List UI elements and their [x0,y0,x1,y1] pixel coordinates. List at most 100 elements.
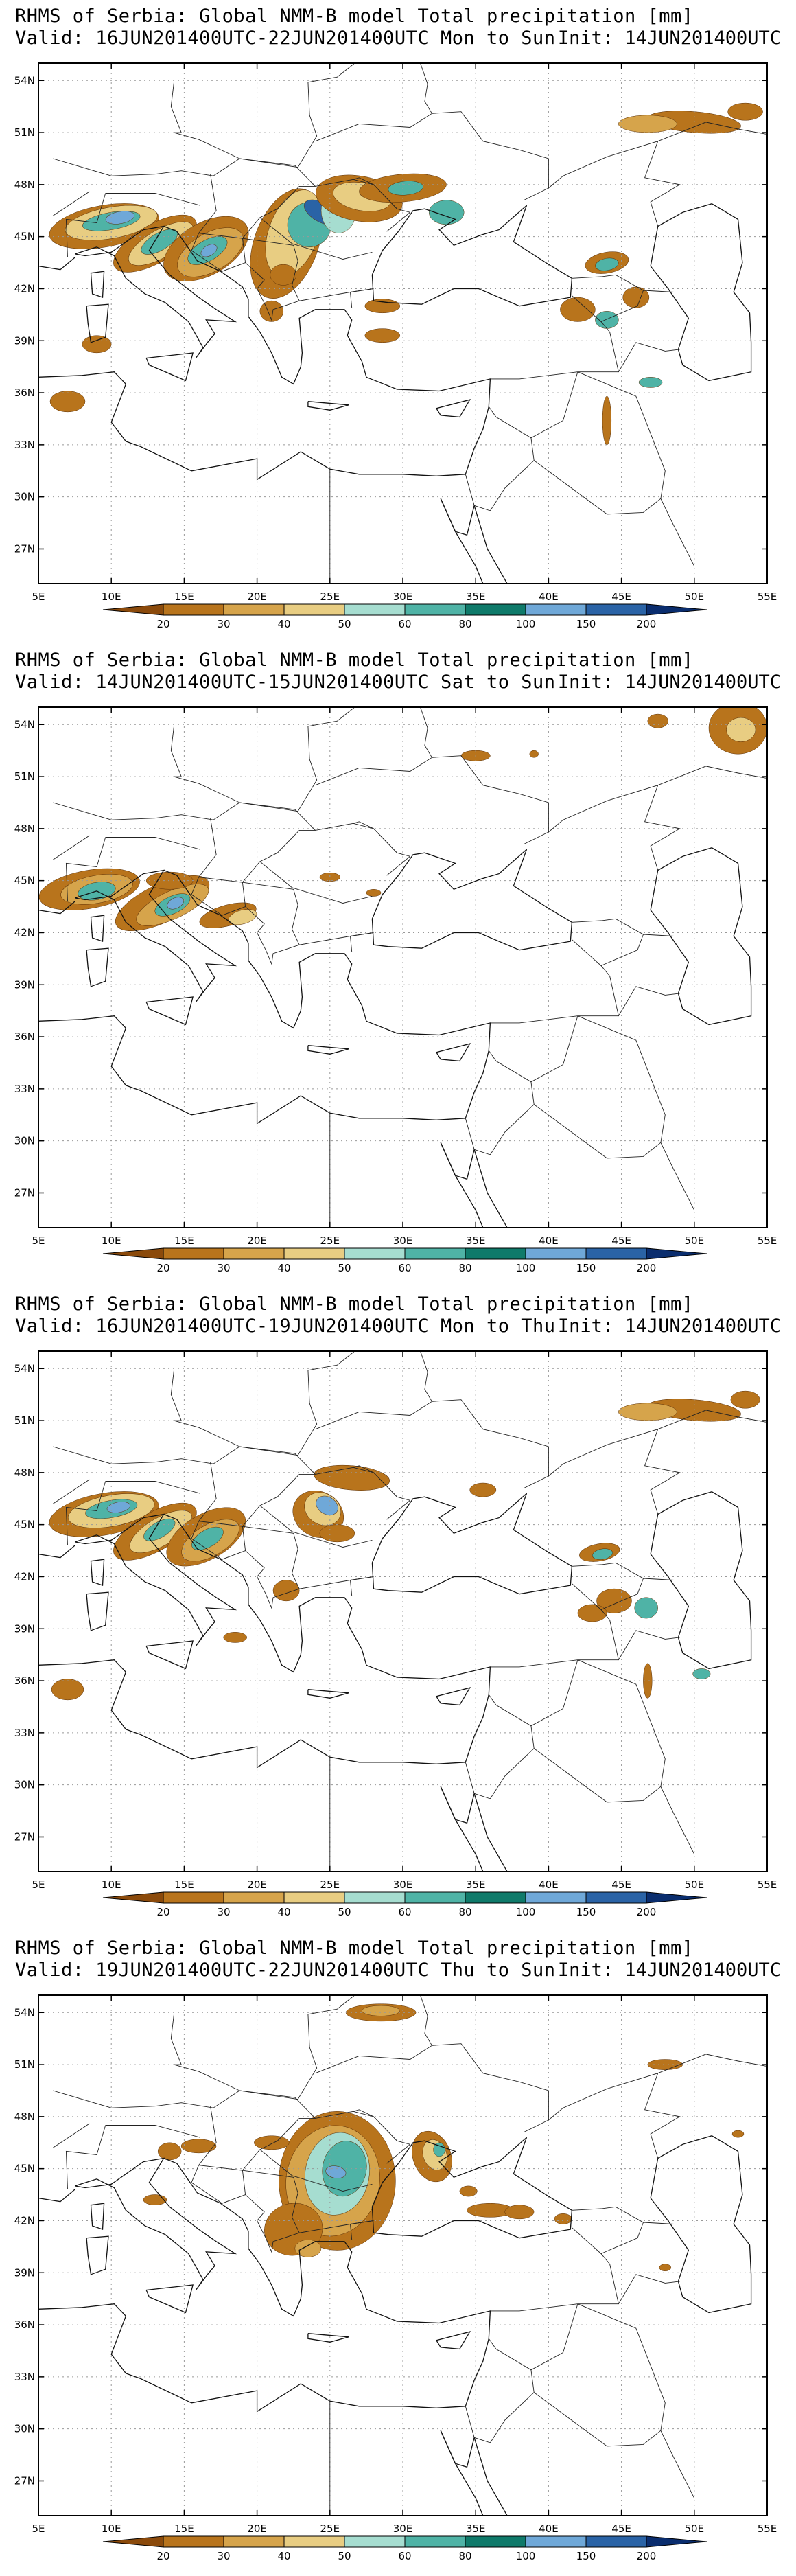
longitude-tick-label: 40E [539,2522,559,2535]
latitude-tick-label: 36N [14,1675,35,1687]
colorbar-label: 80 [458,618,471,630]
country-border [259,2149,373,2192]
colorbar-label: 40 [277,1262,290,1274]
latitude-tick-label: 51N [14,770,35,783]
colorbar-swatch [163,2535,224,2548]
precip-area [49,391,86,413]
colorbar-label: 100 [516,1262,536,1274]
precip-area [618,1403,677,1421]
colorbar-swatch [646,2535,707,2548]
coastline [38,2303,192,2404]
country-border [307,1995,432,2046]
longitude-tick-label: 5E [32,590,45,603]
country-border [105,193,200,206]
latitude-tick-label: 45N [14,231,35,243]
colorbar-label: 60 [398,2550,411,2562]
coastline [650,847,752,1026]
latitude-tick-label: 42N [14,1570,35,1583]
precip-area [106,1502,130,1513]
latitude-tick-label: 48N [14,2111,35,2123]
coastline [38,371,192,472]
country-border [600,1578,644,1610]
precip-area [730,1390,760,1409]
latitude-tick-label: 54N [14,718,35,731]
coastline [473,2437,508,2516]
coastline [90,271,105,298]
forecast-panel: RHMS of Serbia: Global NMM-B model Total… [0,1288,796,1932]
coastline [163,225,491,475]
coastline [307,2333,349,2343]
country-border [259,861,373,904]
coastline [86,2235,109,2275]
country-border [600,2222,644,2254]
country-border [600,290,644,322]
country-border [245,2194,300,2253]
colorbar-label: 150 [576,1262,596,1274]
colorbar-swatch [163,603,224,616]
country-border [174,2014,318,2100]
country-border [572,274,675,292]
forecast-panel: RHMS of Serbia: Global NMM-B model Total… [0,644,796,1288]
valid-period: Valid: 19JUN201400UTC-22JUN201400UTC Thu… [15,1959,556,1981]
coastline [307,1689,349,1699]
latitude-tick-label: 36N [14,1031,35,1043]
coastline [440,1786,475,1824]
latitude-tick-label: 42N [14,926,35,939]
country-border [191,2165,246,2204]
colorbar-swatch [465,1891,526,1904]
longitude-tick-label: 25E [320,2522,340,2535]
precip-area [82,335,112,354]
colorbar-swatch [344,1247,406,1260]
panel-title: RHMS of Serbia: Global NMM-B model Total… [15,1937,694,1959]
country-border [53,802,410,857]
coastline [436,1043,471,1062]
colorbar-label: 80 [458,1262,471,1274]
country-border [191,877,246,916]
latitude-tick-label: 39N [14,978,35,991]
precip-area [504,2205,535,2220]
longitude-tick-label: 50E [685,590,705,603]
country-border [386,2143,410,2164]
longitude-tick-label: 40E [539,590,559,603]
country-border [105,837,200,850]
country-border [644,1429,681,1515]
colorbar: 20 30 40 50 60 80 100 150 200 [102,603,707,630]
colorbar-label: 200 [637,2550,657,2562]
country-border [174,1370,318,1456]
country-border [488,1659,578,1727]
country-border [548,2054,767,2121]
coastline [650,203,752,382]
precip-area [366,889,382,897]
latitude-tick-label: 27N [14,2474,35,2487]
coastline [38,2189,75,2203]
latitude-tick-label: 33N [14,2371,35,2383]
country-border [353,821,397,853]
colorbar-swatch [465,2535,526,2548]
longitude-tick-label: 10E [102,1234,121,1247]
init-time: Init: 14JUN201400UTC [557,1315,781,1337]
colorbar-swatch [283,2535,345,2548]
colorbar-swatch [223,1891,285,1904]
latitude-tick-label: 48N [14,823,35,835]
colorbar-label: 20 [156,2550,169,2562]
colorbar-label: 50 [338,618,351,630]
coastline [90,915,105,942]
latitude-tick-label: 45N [14,1519,35,1531]
longitude-tick-label: 35E [466,590,486,603]
coastline [74,2157,237,2290]
country-border [191,233,246,272]
colorbar-label: 100 [516,1906,536,1918]
coastline [436,1687,471,1706]
country-border [52,191,90,216]
coastline [371,205,573,307]
precip-area [560,297,596,322]
colorbar-label: 40 [277,2550,290,2562]
colorbar-swatch [525,1247,587,1260]
latitude-tick-label: 54N [14,74,35,87]
panel-title: RHMS of Serbia: Global NMM-B model Total… [15,5,694,27]
country-border [572,1562,675,1580]
longitude-tick-label: 55E [758,1878,777,1891]
country-border [174,726,318,812]
colorbar-swatch [404,1891,466,1904]
coastline [473,1149,508,1228]
